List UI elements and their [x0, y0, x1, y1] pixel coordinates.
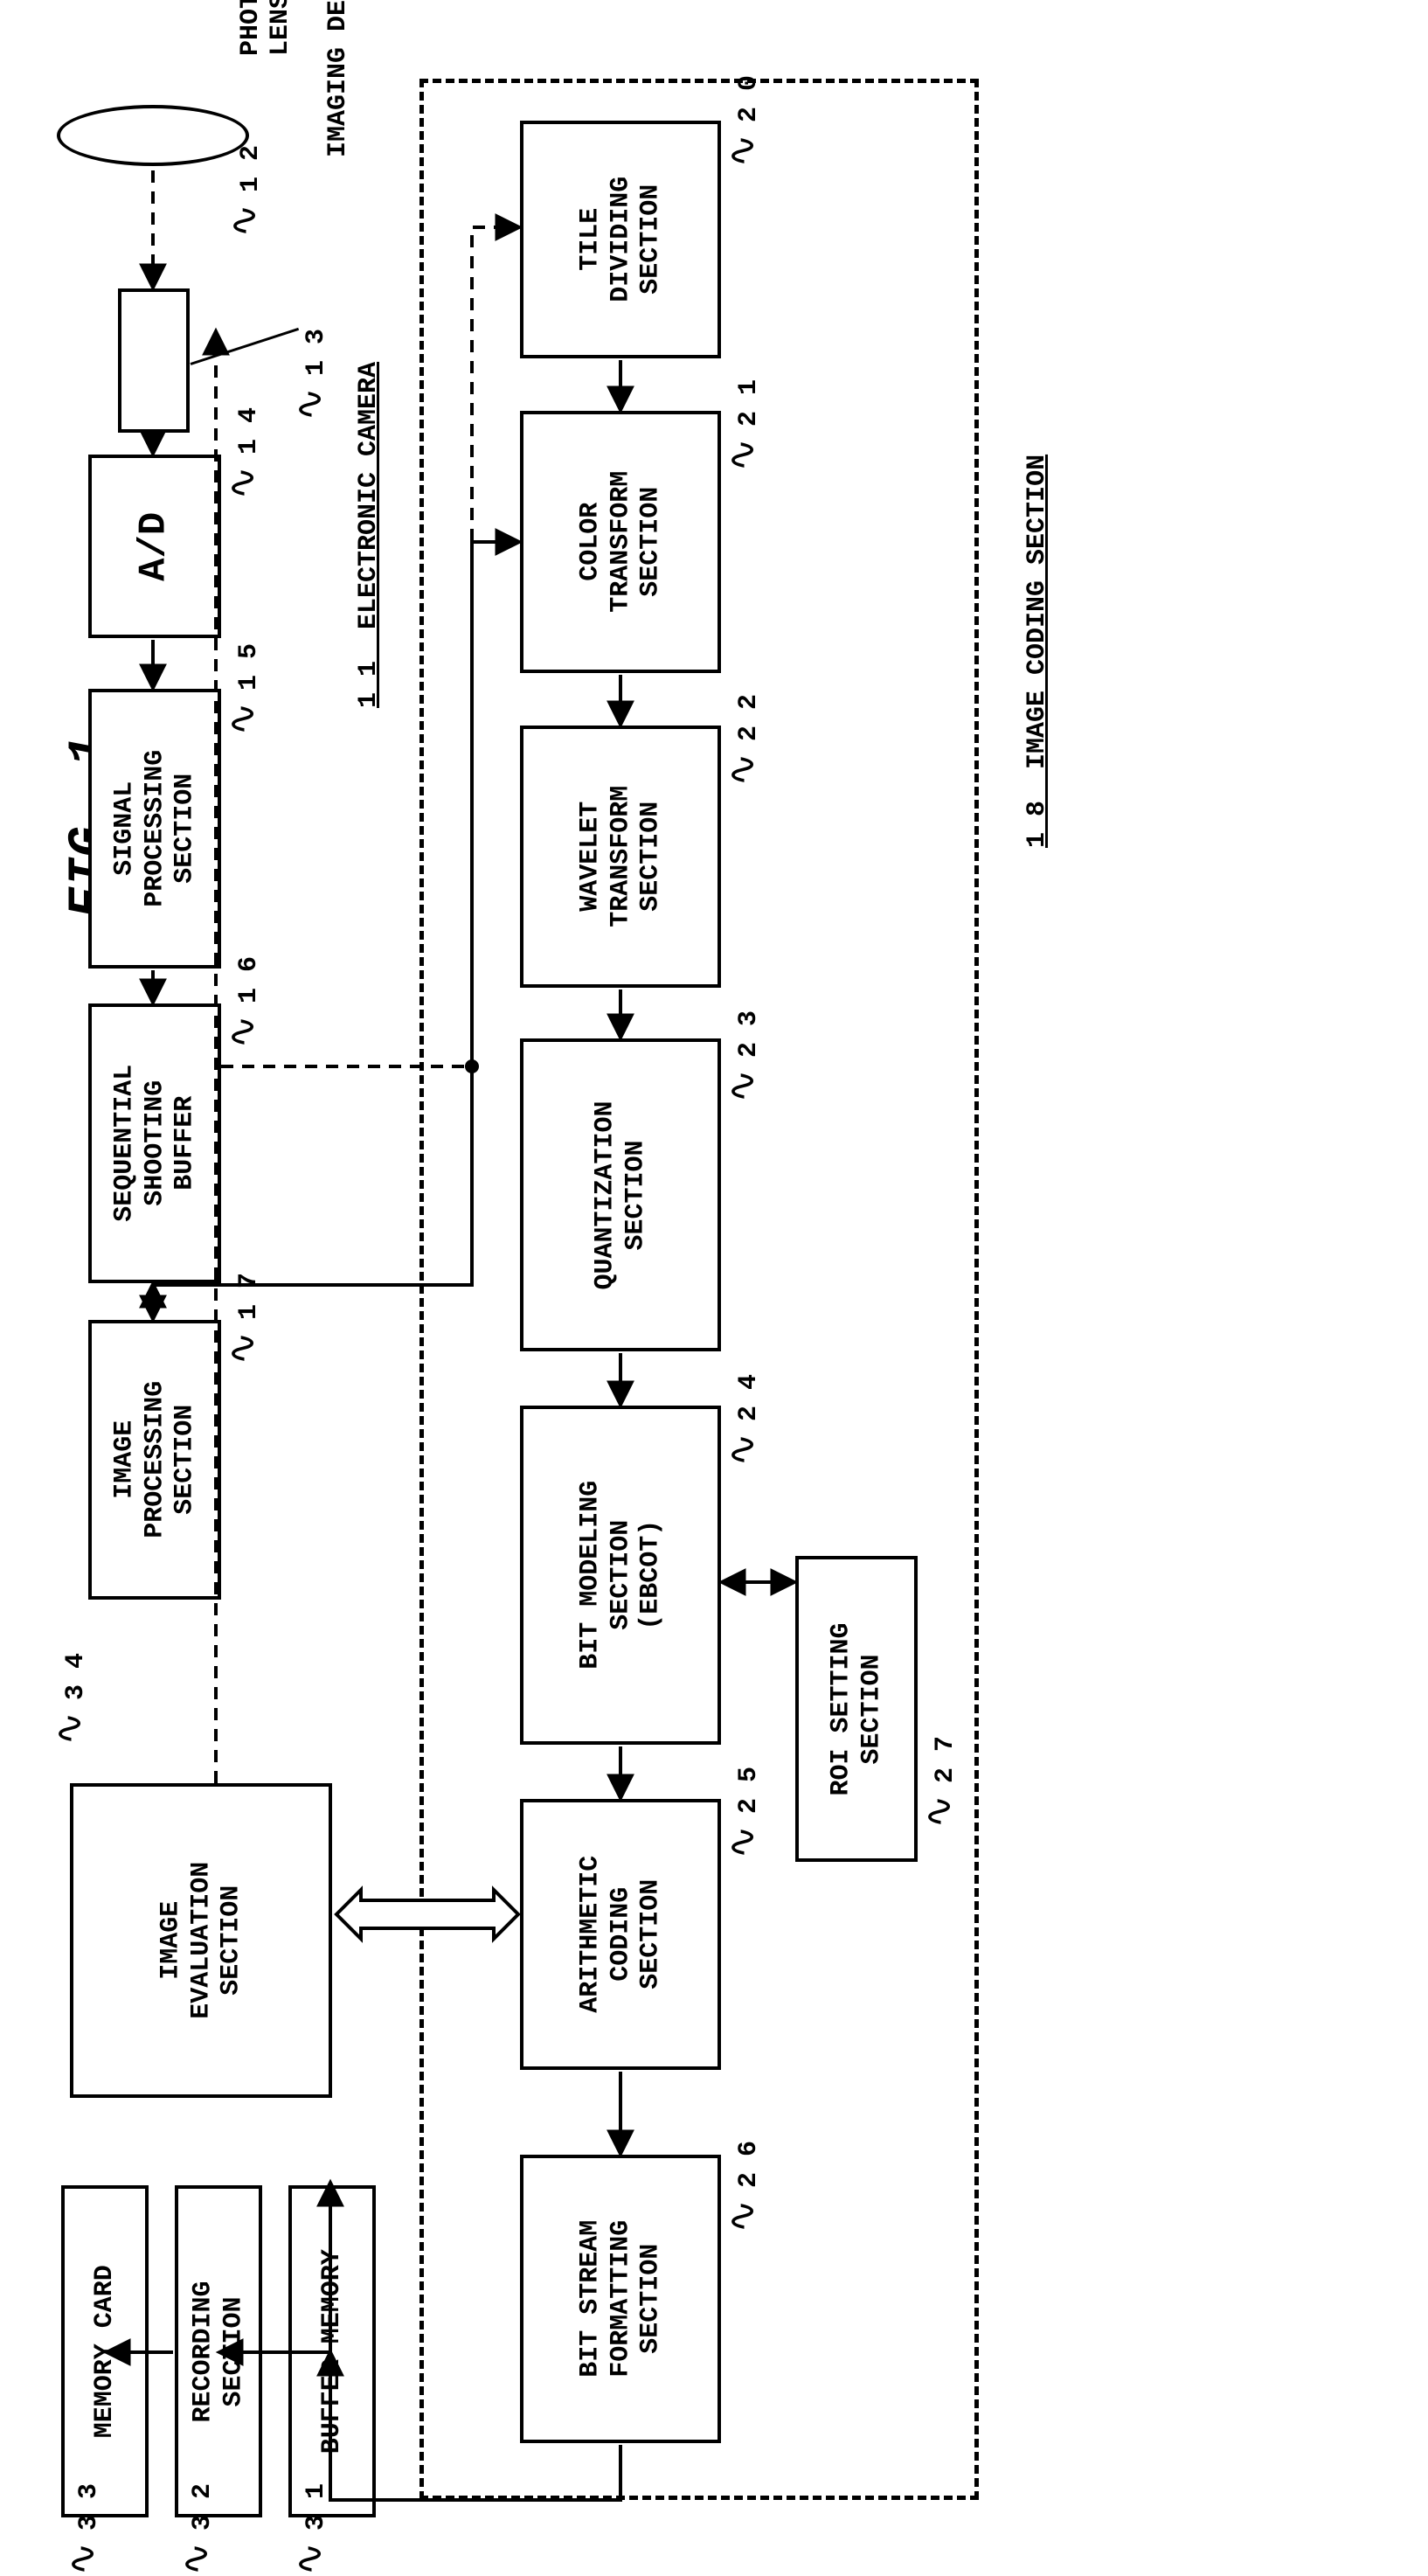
node-eval: IMAGE EVALUATION SECTION [70, 1783, 332, 2098]
node-wavelet: WAVELET TRANSFORM SECTION [520, 726, 721, 988]
node-quant-label: QUANTIZATION SECTION [591, 1101, 651, 1289]
ref-imgproc: 1 7 [234, 1273, 264, 1320]
ref-wavelet: 2 2 [734, 694, 764, 741]
ref-bitstream-lead: ∿ [717, 2199, 767, 2233]
ref-quant-lead: ∿ [717, 1069, 767, 1103]
node-quant: QUANTIZATION SECTION [520, 1038, 721, 1351]
node-tile-label: TILE DIVIDING SECTION [575, 177, 666, 302]
ref-roi-lead: ∿ [914, 1795, 964, 1829]
ref-tile: 2 0 [734, 75, 764, 122]
ref-sig-lead: ∿ [218, 702, 267, 736]
ref-memcard-lead: ∿ [58, 2542, 107, 2576]
node-roi-label: ROI SETTING SECTION [827, 1622, 887, 1795]
ref-sensor-lead: ∿ [285, 387, 335, 421]
node-bitstream-label: BIT STREAM FORMATTING SECTION [575, 2220, 666, 2378]
node-record-label: RECORDING SECTION [189, 2281, 249, 2422]
ref-arith-lead: ∿ [717, 1825, 767, 1859]
ref-wavelet-lead: ∿ [717, 753, 767, 787]
node-imgproc-label: IMAGE PROCESSING SECTION [109, 1381, 200, 1538]
sensor-lead-line [191, 328, 300, 365]
node-tile: TILE DIVIDING SECTION [520, 121, 721, 358]
ref-record-lead: ∿ [171, 2542, 221, 2576]
node-eval-label: IMAGE EVALUATION SECTION [156, 1862, 246, 2019]
node-bitmodel: BIT MODELING SECTION (EBCOT) [520, 1406, 721, 1745]
ref-tile-lead: ∿ [717, 134, 767, 168]
node-roi: ROI SETTING SECTION [795, 1556, 918, 1862]
node-bitstream: BIT STREAM FORMATTING SECTION [520, 2155, 721, 2443]
node-imgproc: IMAGE PROCESSING SECTION [88, 1320, 221, 1600]
ref-buf-lead: ∿ [218, 1015, 267, 1049]
imaging-device-label: IMAGING DEVICE [323, 0, 353, 157]
ref-bitmodel: 2 4 [734, 1374, 764, 1421]
ref-lens-lead: ∿ [219, 204, 269, 238]
ref-sig: 1 5 [234, 643, 264, 691]
node-sig-label: SIGNAL PROCESSING SECTION [109, 750, 200, 907]
ref-imgproc-lead: ∿ [218, 1331, 267, 1365]
ref-ad: 1 4 [234, 407, 264, 455]
node-buffmem-label: BUFFER MEMORY [317, 2249, 348, 2454]
ref-lens: 1 2 [236, 145, 266, 192]
node-record: RECORDING SECTION [175, 2185, 262, 2517]
ref-ad-lead: ∿ [218, 466, 267, 500]
node-seqbuf-label: SEQUENTIAL SHOOTING BUFFER [109, 1065, 200, 1222]
ref-buf: 1 6 [234, 956, 264, 1003]
diagram-root: FIG. 1 PHOTOGRAPHING LENS IMAGING DEVICE… [35, 35, 1393, 2524]
ref-eval: 3 4 [61, 1653, 91, 1700]
node-color: COLOR TRANSFORM SECTION [520, 411, 721, 673]
node-arith: ARITHMETIC CODING SECTION [520, 1799, 721, 2070]
node-ad: A/D [88, 455, 221, 638]
ref-arith: 2 5 [734, 1767, 764, 1814]
node-buffmem: BUFFER MEMORY [288, 2185, 376, 2517]
image-coding-section-label: 1 8 IMAGE CODING SECTION [1022, 455, 1052, 848]
ref-roi: 2 7 [931, 1736, 960, 1783]
ref-bitstream: 2 6 [734, 2141, 764, 2188]
photographing-lens-shape [57, 105, 249, 166]
ref-color-lead: ∿ [717, 438, 767, 472]
node-memcard-label: MEMORY CARD [90, 2265, 121, 2438]
node-ad-label: A/D [133, 511, 177, 580]
ref-quant: 2 3 [734, 1010, 764, 1058]
ref-record: 3 2 [188, 2483, 218, 2531]
ref-memcard: 3 3 [74, 2483, 104, 2531]
node-memcard: MEMORY CARD [61, 2185, 149, 2517]
ref-buffmem-lead: ∿ [285, 2542, 335, 2576]
node-sig: SIGNAL PROCESSING SECTION [88, 689, 221, 969]
node-bitmodel-label: BIT MODELING SECTION (EBCOT) [575, 1481, 666, 1670]
node-wavelet-label: WAVELET TRANSFORM SECTION [575, 786, 666, 927]
ref-buffmem: 3 1 [302, 2483, 331, 2531]
electronic-camera-label: 1 1 ELECTRONIC CAMERA [354, 362, 384, 708]
node-arith-label: ARITHMETIC CODING SECTION [575, 1856, 666, 2013]
ref-bitmodel-lead: ∿ [717, 1433, 767, 1467]
ref-color: 2 1 [734, 379, 764, 427]
photographing-lens-label: PHOTOGRAPHING LENS [236, 0, 295, 56]
ref-sensor: 1 3 [302, 329, 331, 376]
ref-eval-lead: ∿ [45, 1712, 94, 1746]
node-color-label: COLOR TRANSFORM SECTION [575, 471, 666, 613]
node-seqbuf: SEQUENTIAL SHOOTING BUFFER [88, 1003, 221, 1283]
imaging-device-shape [118, 288, 190, 433]
